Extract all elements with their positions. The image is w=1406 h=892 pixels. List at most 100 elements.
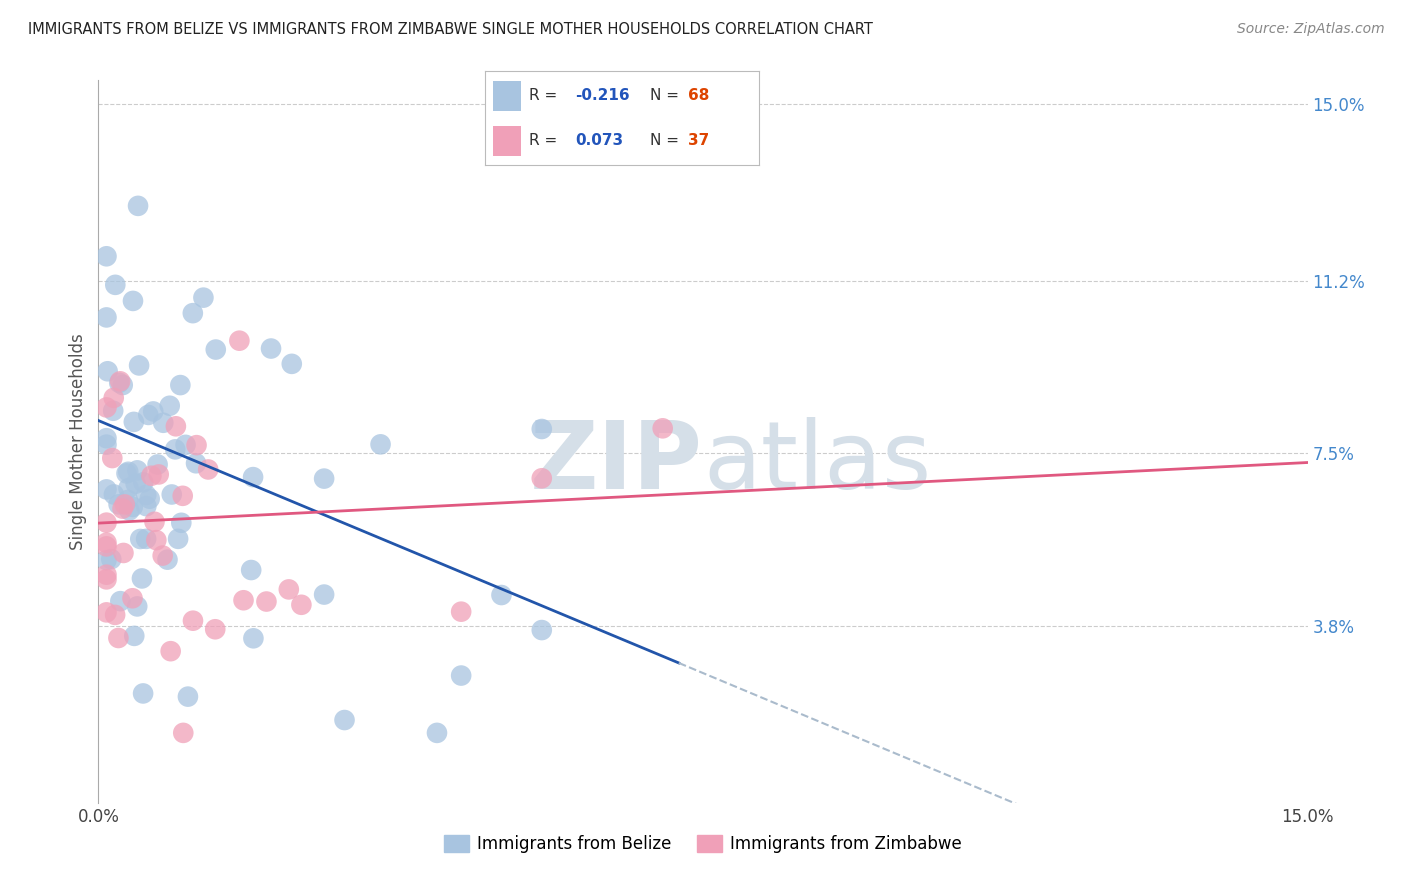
Legend: Immigrants from Belize, Immigrants from Zimbabwe: Immigrants from Belize, Immigrants from … [437, 828, 969, 860]
Bar [494, 81, 520, 111]
Point [101, 451, 124, 466]
Point [96, 567, 118, 582]
Text: 68: 68 [688, 88, 710, 103]
Point [232, 593, 254, 607]
Point [530, 623, 553, 637]
Point [136, 408, 159, 422]
Point [135, 499, 157, 513]
Text: ZIP: ZIP [530, 417, 703, 509]
Point [181, 306, 204, 320]
Point [135, 532, 157, 546]
Point [117, 493, 139, 508]
Point [121, 500, 143, 514]
Point [174, 438, 197, 452]
Text: IMMIGRANTS FROM BELIZE VS IMMIGRANTS FROM ZIMBABWE SINGLE MOTHER HOUSEHOLDS CORR: IMMIGRANTS FROM BELIZE VS IMMIGRANTS FRO… [28, 22, 873, 37]
Point [127, 199, 149, 213]
Point [132, 686, 155, 700]
Point [143, 515, 166, 529]
Point [141, 468, 163, 483]
Point [167, 532, 190, 546]
Point [104, 607, 127, 622]
Point [172, 726, 194, 740]
Point [260, 342, 283, 356]
Point [107, 631, 129, 645]
Point [240, 563, 263, 577]
Point [127, 463, 149, 477]
Point [172, 489, 194, 503]
Point [135, 488, 157, 502]
Point [181, 614, 204, 628]
Point [96, 483, 118, 497]
Point [103, 487, 125, 501]
Point [314, 588, 336, 602]
Point [242, 632, 264, 646]
Point [450, 668, 472, 682]
Point [96, 401, 118, 415]
Point [118, 503, 141, 517]
Point [108, 376, 131, 390]
Point [146, 458, 169, 472]
Point [131, 571, 153, 585]
Point [165, 442, 187, 457]
Point [152, 416, 174, 430]
Point [108, 374, 131, 388]
Point [96, 431, 118, 445]
Point [160, 487, 183, 501]
Point [228, 334, 250, 348]
Point [142, 404, 165, 418]
Point [148, 467, 170, 482]
Point [96, 573, 118, 587]
Point [117, 465, 139, 479]
Point [426, 726, 449, 740]
Point [97, 364, 120, 378]
Point [491, 588, 513, 602]
Point [96, 553, 118, 567]
Point [112, 546, 135, 560]
Point [281, 357, 304, 371]
Point [242, 470, 264, 484]
Point [115, 467, 138, 481]
Point [117, 481, 139, 495]
Point [197, 462, 219, 476]
Text: N =: N = [650, 133, 683, 148]
Text: N =: N = [650, 88, 683, 103]
Point [96, 516, 118, 530]
Point [184, 456, 207, 470]
Point [159, 644, 181, 658]
Point [169, 378, 191, 392]
Point [277, 582, 299, 597]
Point [530, 471, 553, 485]
Point [122, 293, 145, 308]
Point [314, 472, 336, 486]
Point [156, 552, 179, 566]
Point [333, 713, 356, 727]
Point [122, 629, 145, 643]
Bar [494, 126, 520, 156]
Point [96, 606, 118, 620]
Point [111, 378, 134, 392]
Point [450, 605, 472, 619]
Point [651, 421, 673, 435]
Point [96, 249, 118, 263]
Point [530, 422, 553, 436]
Point [122, 415, 145, 429]
Point [96, 535, 118, 549]
Point [370, 437, 392, 451]
Point [204, 622, 226, 636]
Point [129, 532, 152, 546]
Text: 0.073: 0.073 [575, 133, 624, 148]
Point [177, 690, 200, 704]
Text: 37: 37 [688, 133, 709, 148]
Point [110, 594, 132, 608]
Point [96, 437, 118, 451]
Point [159, 399, 181, 413]
Point [165, 419, 187, 434]
Point [114, 498, 136, 512]
Text: R =: R = [529, 88, 562, 103]
Point [100, 552, 122, 566]
Point [152, 549, 174, 563]
Point [128, 359, 150, 373]
Point [103, 391, 125, 405]
Point [170, 516, 193, 530]
Point [107, 497, 129, 511]
